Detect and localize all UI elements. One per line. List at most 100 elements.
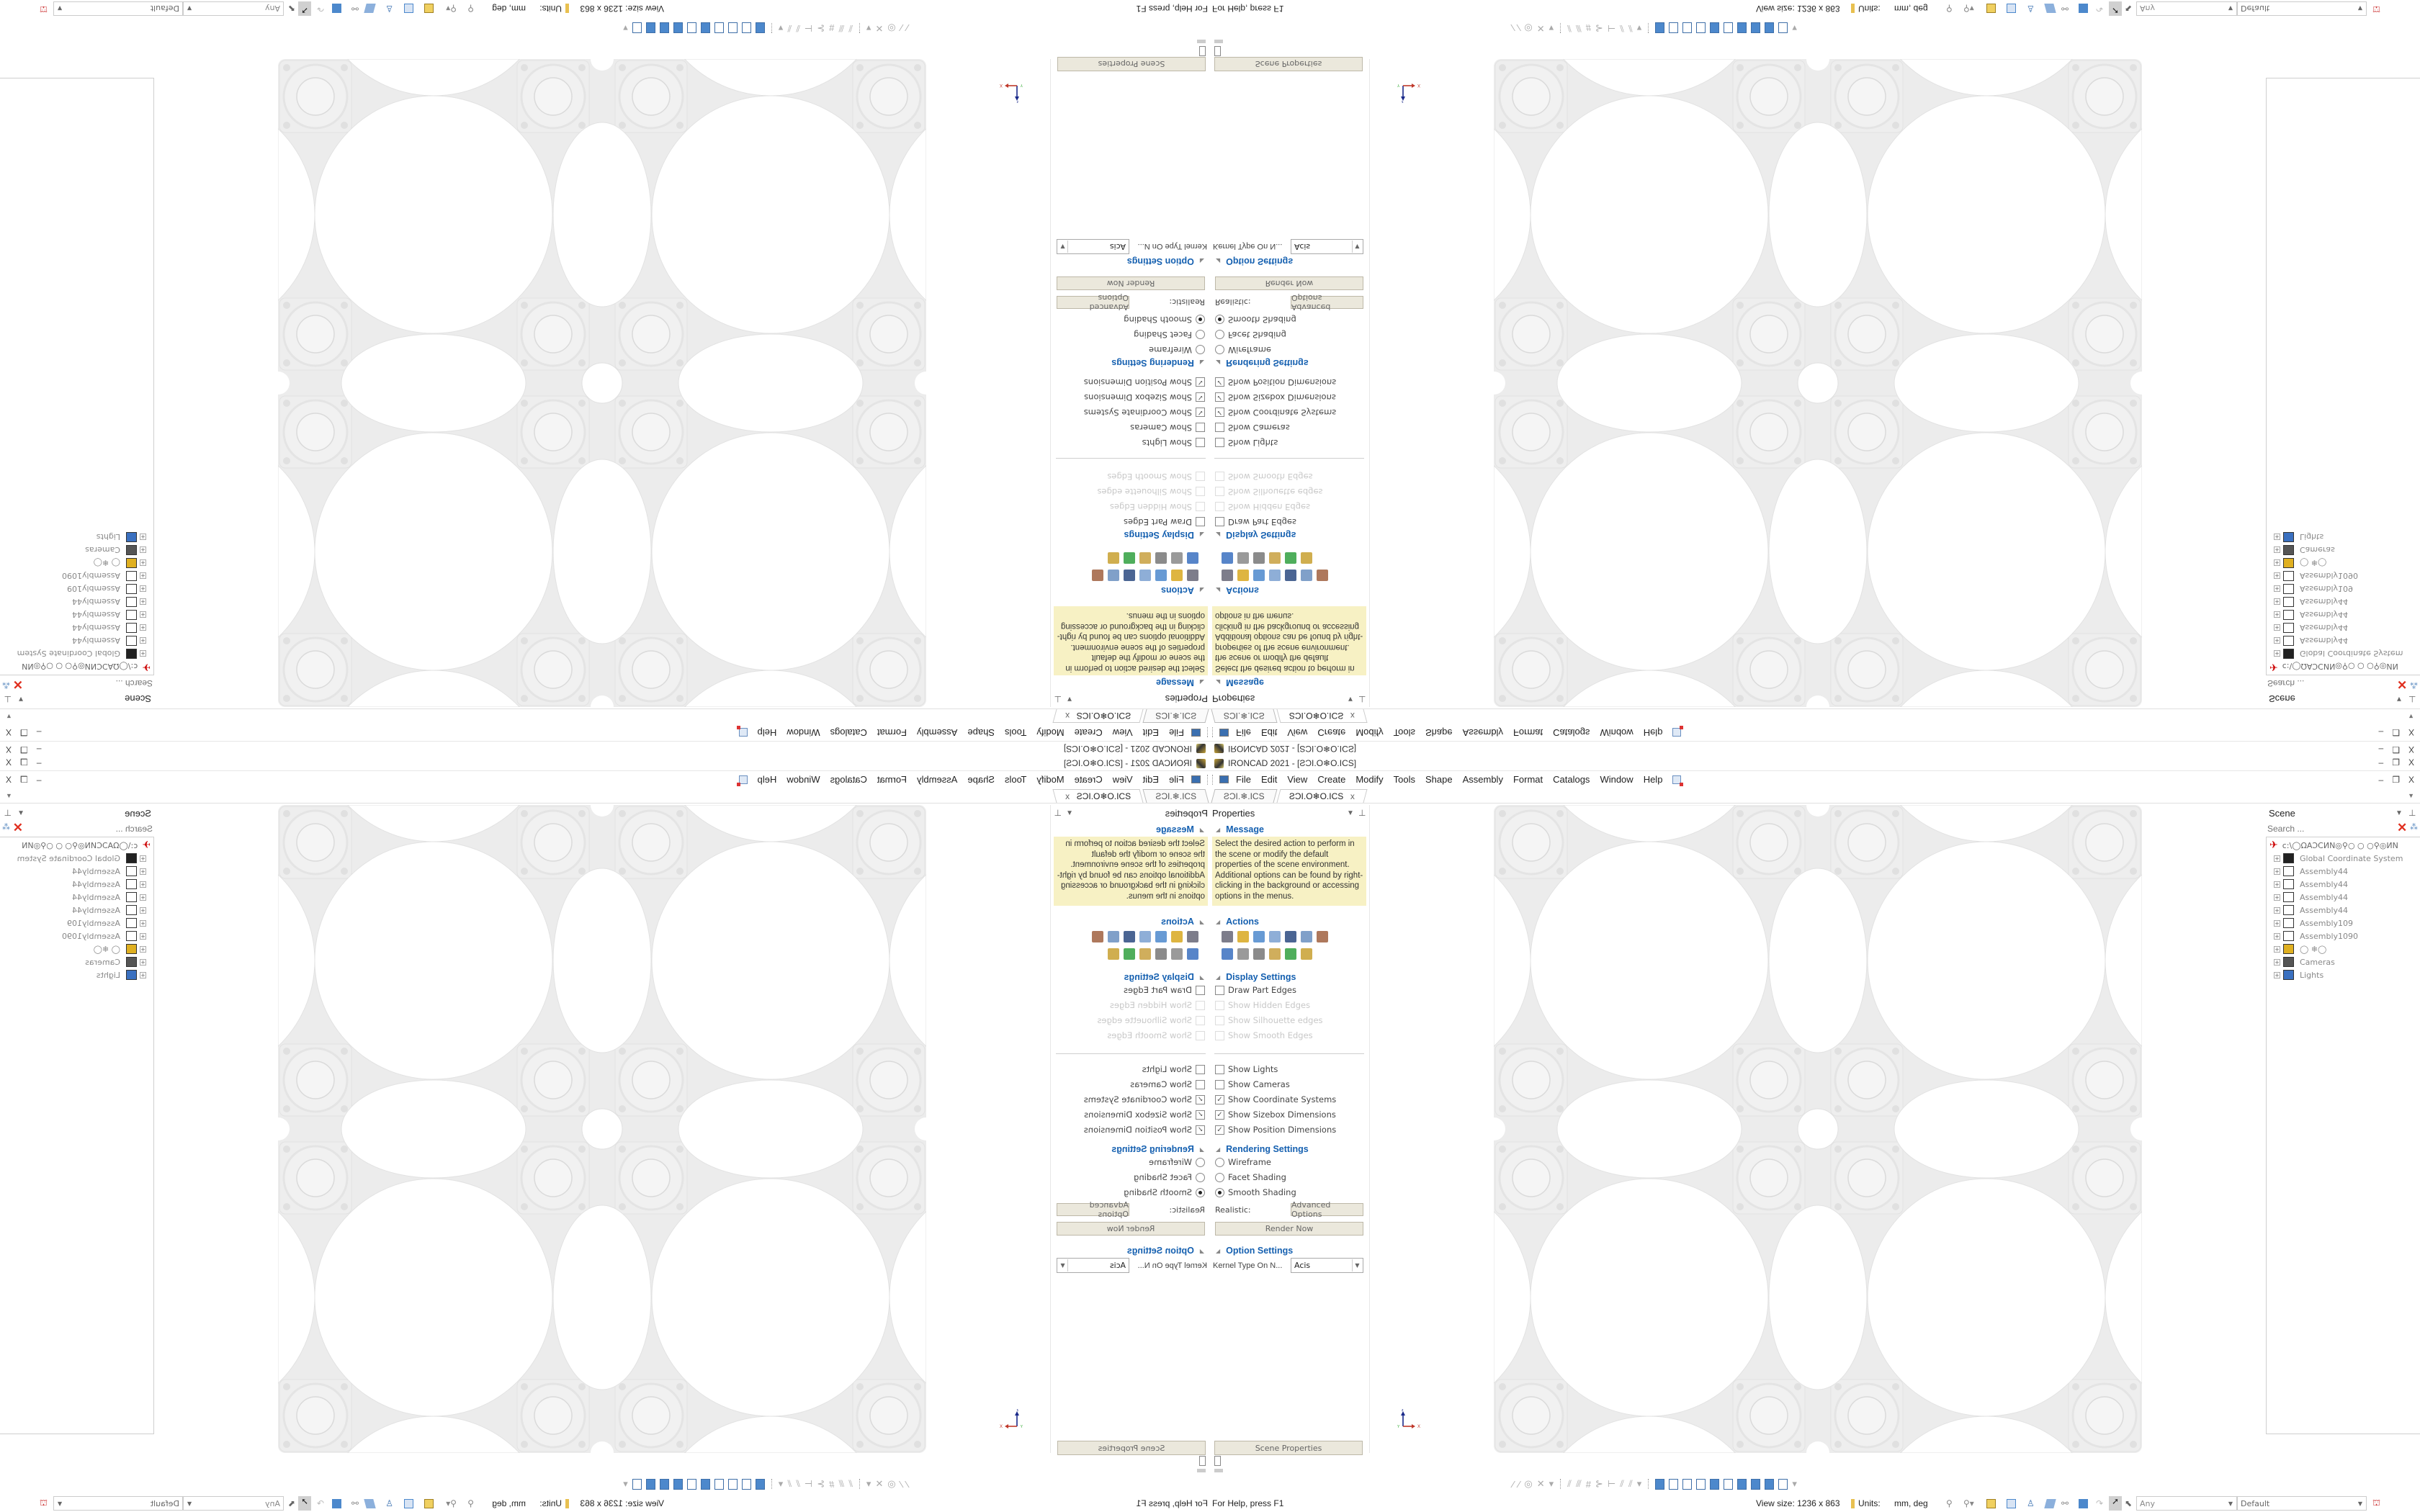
- wireframe-radio[interactable]: Wireframe: [1215, 345, 1271, 355]
- view-orientation-icon[interactable]: [727, 1478, 738, 1490]
- sketch-tool-icon[interactable]: ⊱: [817, 1478, 825, 1489]
- sketch-tool-icon[interactable]: ⫽: [1620, 23, 1624, 34]
- expand-icon[interactable]: +: [2274, 572, 2280, 580]
- checkbox-checked[interactable]: ✓: [1196, 392, 1205, 402]
- panel-menu-chevron-icon[interactable]: ▼: [1347, 809, 1354, 817]
- minimize-button[interactable]: –: [36, 744, 42, 755]
- camera-box-icon[interactable]: [1222, 948, 1233, 960]
- tree-item[interactable]: + Global Coordinate System: [2267, 647, 2403, 660]
- restore-button[interactable]: ❐: [20, 757, 28, 768]
- checkbox-checked[interactable]: ✓: [1196, 377, 1205, 387]
- view-orientation-icon[interactable]: [1751, 22, 1761, 34]
- pin-icon[interactable]: ⊥: [4, 808, 12, 818]
- tree-item[interactable]: + Assembly109: [67, 917, 153, 930]
- checkbox[interactable]: [1215, 1064, 1224, 1074]
- menu-edit[interactable]: Edit: [1260, 774, 1278, 785]
- tree-item[interactable]: + ◯ ❄◯: [94, 942, 153, 955]
- glasses-icon[interactable]: ⚯: [2061, 1498, 2069, 1508]
- minimize-button[interactable]: –: [2378, 757, 2384, 768]
- scene-list-icon[interactable]: [1222, 931, 1233, 942]
- sketch-tool-icon[interactable]: ✕: [875, 1478, 884, 1489]
- graph-icon[interactable]: [1092, 570, 1103, 581]
- checkbox-checked[interactable]: ✓: [1215, 1094, 1224, 1104]
- axis-icon[interactable]: [1285, 948, 1296, 960]
- select-arrow-icon[interactable]: ➚: [2109, 1496, 2122, 1511]
- view-orientation-icon[interactable]: [755, 1478, 765, 1490]
- scene-list-icon[interactable]: [1187, 570, 1198, 581]
- show-cameras-checkbox[interactable]: Show Cameras: [1215, 1079, 1290, 1089]
- display-settings-header[interactable]: ◢ Display Settings: [1124, 972, 1204, 982]
- option-settings-header[interactable]: ◢ Option Settings: [1216, 1246, 1293, 1256]
- tab-document-2[interactable]: ƧƆI.O❄O.ICS x: [1276, 789, 1368, 803]
- hierarchy-icon[interactable]: ⛫: [2372, 1498, 2381, 1508]
- tree-item[interactable]: + Lights: [97, 531, 153, 544]
- select-arrow-icon[interactable]: ➚: [2109, 1, 2122, 16]
- sketch-tool-icon[interactable]: ◎: [887, 23, 896, 34]
- 3d-viewport[interactable]: z X Y: [154, 804, 1049, 1456]
- assembly-icon[interactable]: [1139, 552, 1151, 564]
- expand-icon[interactable]: +: [2274, 611, 2280, 618]
- view-orientation-icon[interactable]: [700, 1478, 710, 1490]
- chevron-down-icon[interactable]: ▼: [57, 1500, 63, 1507]
- menu-create[interactable]: Create: [1317, 727, 1346, 738]
- new-part-icon[interactable]: [738, 775, 748, 784]
- clear-search-icon[interactable]: ✕: [12, 821, 23, 834]
- tree-item[interactable]: + Assembly44: [72, 595, 153, 608]
- menu-tools[interactable]: Tools: [1005, 727, 1027, 738]
- show-sizebox-dimensions-checkbox[interactable]: ✓ Show Sizebox Dimensions: [1084, 1110, 1205, 1120]
- search-options-icon[interactable]: ⁂: [2410, 680, 2418, 689]
- expand-icon[interactable]: +: [140, 919, 146, 927]
- checkbox-checked[interactable]: ✓: [1215, 1125, 1224, 1135]
- view-cube-icon[interactable]: [404, 1498, 413, 1508]
- tree-item[interactable]: + Assembly44: [72, 878, 153, 891]
- sketch-tool-icon[interactable]: ⫽: [1628, 23, 1633, 34]
- radio[interactable]: [1196, 1157, 1205, 1167]
- document-icon[interactable]: [1191, 729, 1201, 737]
- menu-tools[interactable]: Tools: [1393, 774, 1415, 785]
- expand-icon[interactable]: +: [140, 894, 146, 901]
- view-orientation-icon[interactable]: [1710, 1478, 1720, 1490]
- shape-icon[interactable]: [1269, 570, 1281, 581]
- sketch-tool-icon[interactable]: ⫽: [787, 23, 792, 34]
- expand-icon[interactable]: +: [2274, 894, 2280, 901]
- zoom-window-icon[interactable]: ⚲▾: [446, 1498, 457, 1508]
- tree-item[interactable]: + Assembly109: [2267, 917, 2353, 930]
- sketch-tool-icon[interactable]: ⁄: [905, 1478, 908, 1490]
- menu-edit[interactable]: Edit: [1142, 774, 1160, 785]
- 3d-viewport[interactable]: z X Y: [1371, 56, 2266, 708]
- dropdown-arrow-icon[interactable]: ▾: [778, 1478, 784, 1489]
- shading-icon[interactable]: [332, 1498, 341, 1508]
- show-coordinate-systems-checkbox[interactable]: ✓ Show Coordinate Systems: [1215, 1094, 1336, 1104]
- plane-icon[interactable]: [364, 4, 376, 14]
- menu-format[interactable]: Format: [1512, 774, 1543, 785]
- rotate-part-icon[interactable]: [1253, 931, 1265, 942]
- rotate-part-icon[interactable]: [1253, 570, 1265, 581]
- tree-item[interactable]: + Assembly44: [2267, 865, 2348, 878]
- calendar-table-icon[interactable]: [1253, 552, 1265, 564]
- radio[interactable]: [1215, 1157, 1224, 1167]
- glasses-icon[interactable]: ⚯: [351, 1498, 359, 1508]
- 3d-viewport[interactable]: z X Y: [1371, 804, 2266, 1456]
- view-orientation-icon[interactable]: [741, 22, 751, 34]
- radio-selected[interactable]: [1215, 315, 1224, 325]
- person-icon[interactable]: ♙: [385, 4, 393, 14]
- part-select-icon[interactable]: [1986, 4, 1996, 14]
- lattice-part-model[interactable]: [278, 805, 926, 1453]
- close-button[interactable]: X: [2408, 757, 2414, 768]
- sketch-tool-icon[interactable]: ⁄: [905, 22, 908, 34]
- view-orientation-icon[interactable]: [1778, 22, 1788, 34]
- doc-close-button[interactable]: X: [2408, 775, 2414, 785]
- sketch-tool-icon[interactable]: ◎: [1524, 23, 1533, 34]
- search-options-icon[interactable]: ⁂: [2, 680, 10, 689]
- chevron-down-icon[interactable]: ▼: [1352, 240, 1362, 253]
- expand-icon[interactable]: +: [2274, 534, 2280, 541]
- pin-icon[interactable]: ⊥: [1054, 694, 1062, 704]
- document-icon[interactable]: [1191, 775, 1201, 783]
- doc-restore-button[interactable]: ❐: [20, 727, 28, 737]
- kernel-type-dropdown[interactable]: Acis ▼: [1291, 239, 1363, 254]
- sizebox-icon[interactable]: [1171, 570, 1183, 581]
- tab-document-1[interactable]: ƧƆI.❄.ICS: [1211, 709, 1278, 723]
- menu-assembly[interactable]: Assembly: [1462, 774, 1503, 785]
- expand-icon[interactable]: +: [140, 624, 146, 631]
- menu-file[interactable]: File: [1236, 727, 1251, 738]
